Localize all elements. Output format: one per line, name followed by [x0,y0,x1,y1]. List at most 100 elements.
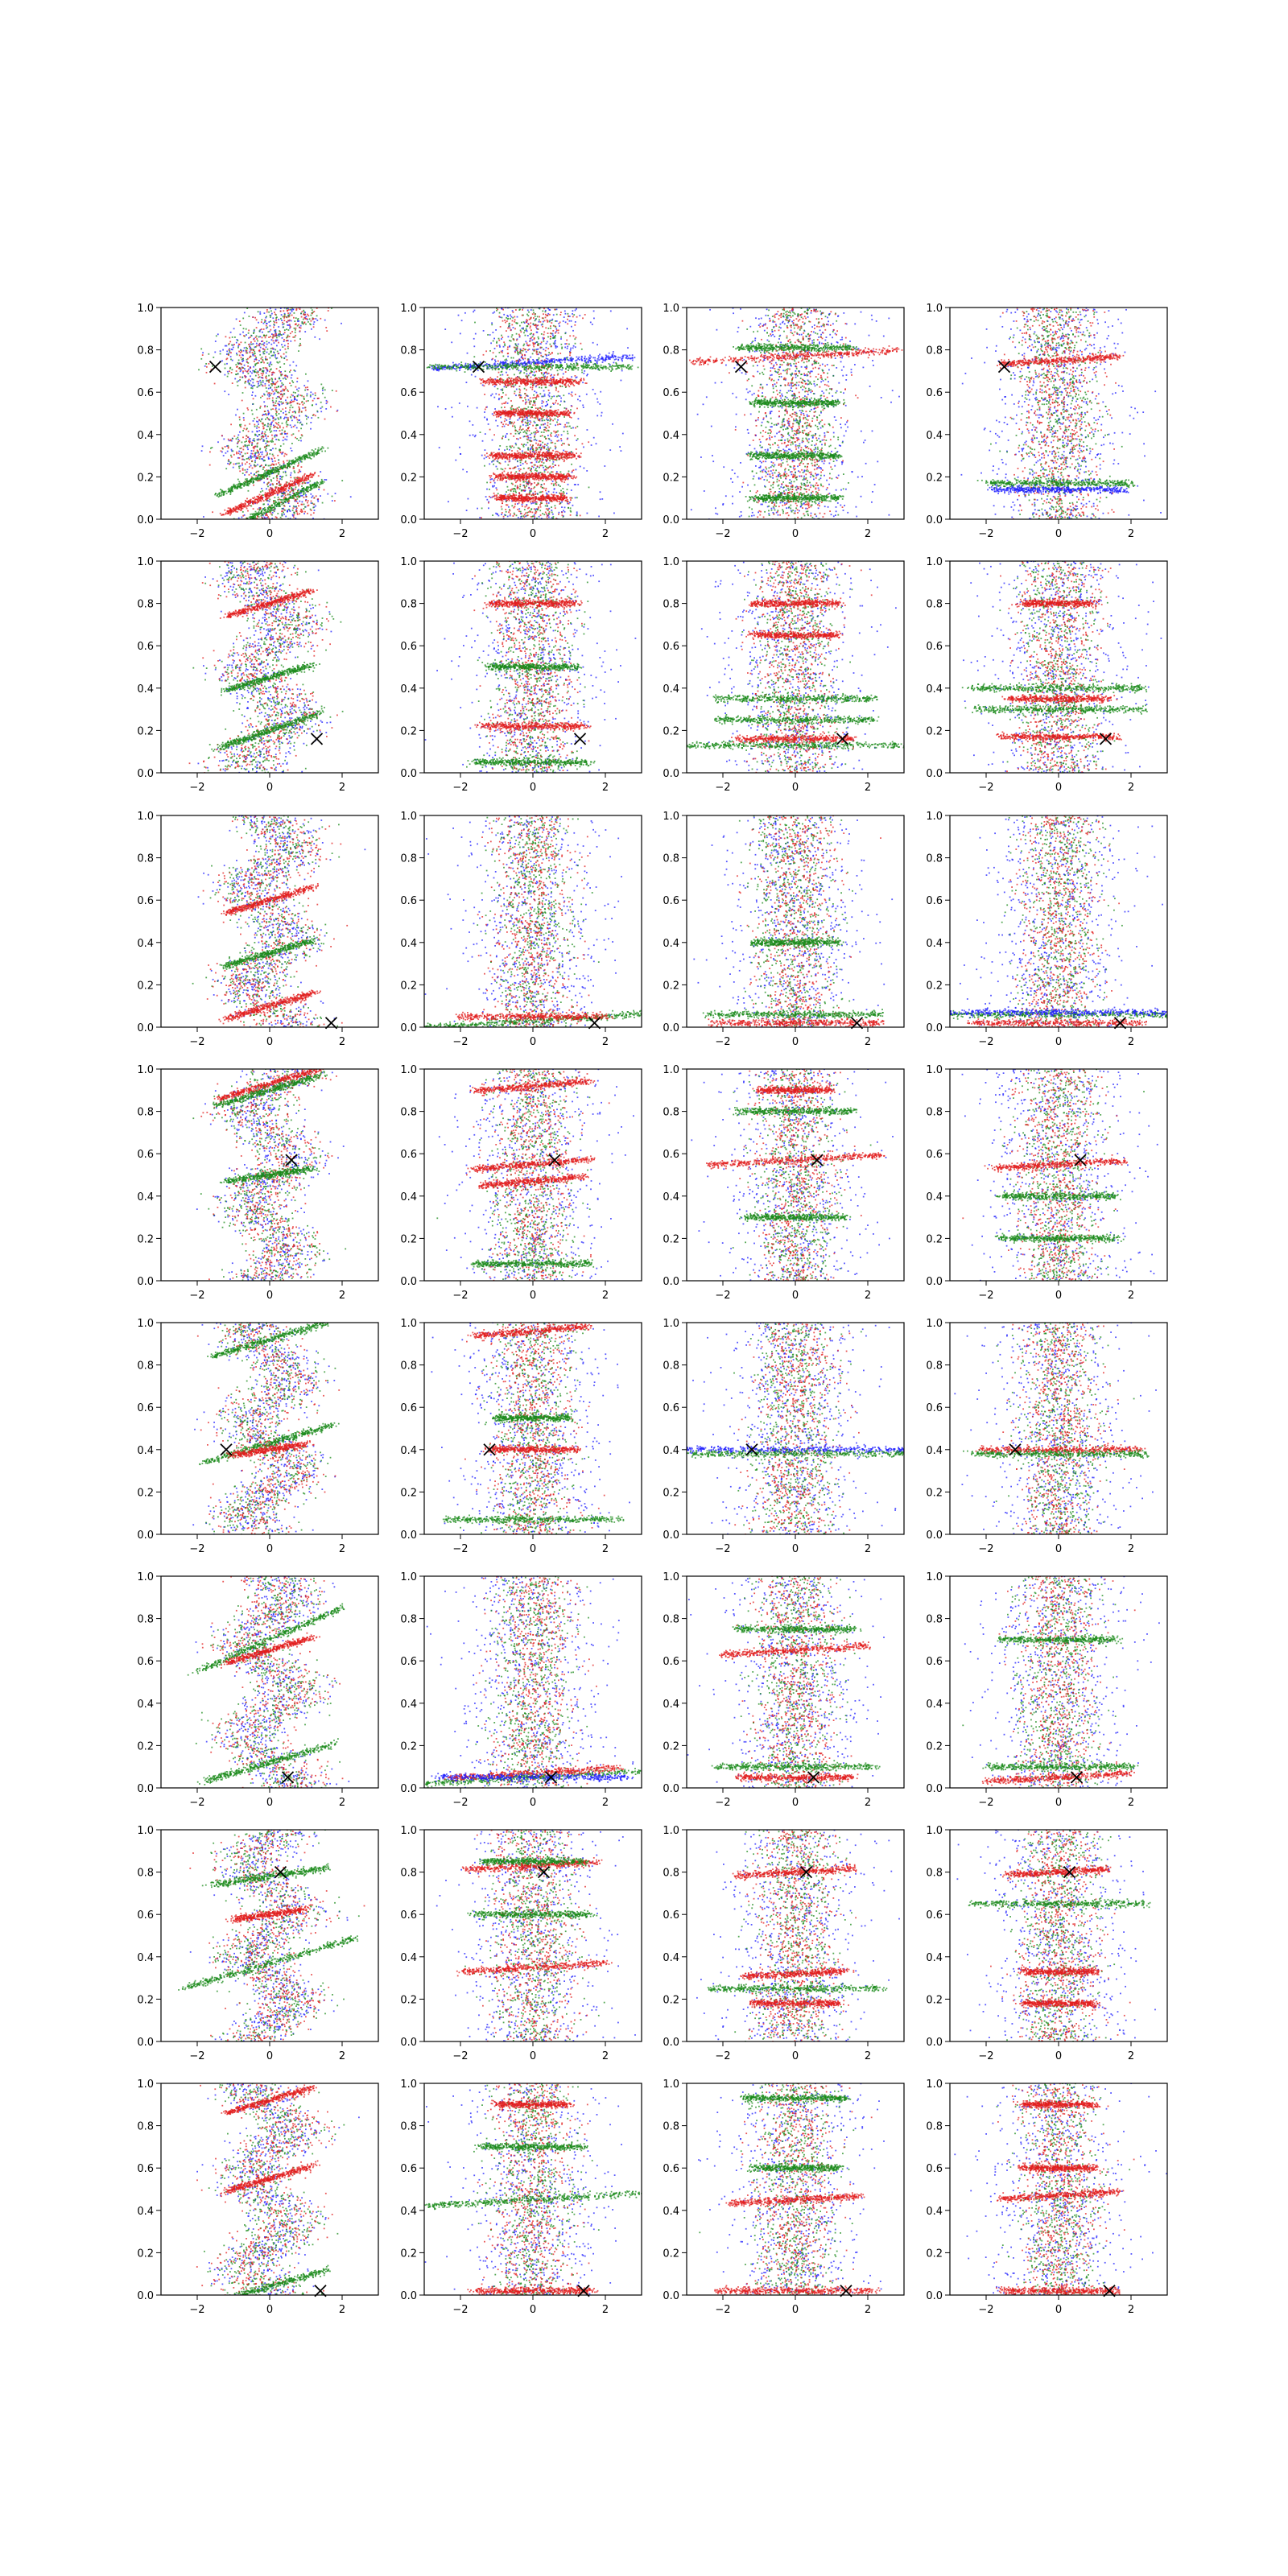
scatter-point-green [322,482,324,484]
scatter-point-green [548,328,550,329]
scatter-point-red [262,377,263,378]
scatter-point-blue [269,331,270,332]
scatter-point-green [267,331,269,332]
scatter-point-red [570,352,572,353]
scatter-point-blue [555,448,556,450]
scatter-point-green [533,400,535,402]
scatter-point-green [522,444,524,446]
scatter-point-green [533,312,535,314]
scatter-point-red [535,427,537,429]
scatter-point-red [496,489,497,491]
scatter-point-red [534,397,535,398]
scatter-point-blue [525,341,526,342]
scatter-point-green [275,436,276,438]
scatter-point-red [530,469,531,471]
scatter-point-green [281,479,283,481]
scatter-point-green [508,489,510,491]
scatter-point-green [257,480,258,481]
scatter-point-blue [252,370,254,372]
scatter-point-green [269,476,270,477]
scatter-point-blue [311,417,312,419]
scatter-point-blue [295,425,296,427]
scatter-point-red [229,370,230,372]
scatter-point-red [202,354,204,356]
scatter-point-red [284,506,286,507]
scatter-point-green [547,419,548,421]
scatter-point-red [550,332,551,334]
scatter-point-blue [572,313,573,315]
scatter-point-green [520,511,522,513]
scatter-point-red [272,398,274,399]
scatter-point-red [277,478,279,480]
scatter-point-red [526,320,528,322]
scatter-point-blue [552,514,554,515]
scatter-point-blue [293,361,295,363]
scatter-point-blue [597,344,598,345]
scatter-point-red [514,430,516,431]
scatter-point-blue [246,334,247,336]
scatter-point-blue [290,474,291,476]
scatter-point-blue [488,507,489,509]
scatter-point-green [277,351,279,353]
scatter-point-green [299,423,301,424]
scatter-point-blue [310,391,312,393]
scatter-point-green [545,386,547,388]
scatter-point-red [287,433,288,435]
scatter-point-green [536,503,538,505]
scatter-point-green [259,466,261,468]
scatter-point-red [314,473,316,474]
scatter-point-green [247,484,249,485]
scatter-point-red [247,369,249,371]
scatter-point-blue [238,380,240,382]
scatter-point-red [514,514,515,515]
scatter-point-red [262,426,264,427]
scatter-point-blue [493,312,495,313]
scatter-point-blue [266,438,267,440]
scatter-point-red [547,425,548,427]
scatter-point-red [266,455,267,456]
scatter-point-green [259,354,261,356]
scatter-point-green [499,312,501,314]
scatter-point-blue [571,376,572,378]
scatter-point-blue [593,437,595,439]
scatter-point-green [502,436,504,437]
scatter-point-blue [575,321,576,323]
scatter-point-blue [567,348,568,349]
scatter-point-green [321,448,323,450]
scatter-point-green [266,472,268,473]
scatter-point-red [282,408,283,410]
scatter-point-green [557,353,559,355]
scatter-point-green [271,364,273,365]
scatter-point-red [519,481,521,482]
scatter-point-blue [455,460,456,461]
scatter-point-blue [283,333,284,335]
scatter-point-red [290,401,291,402]
scatter-point-green [237,463,238,464]
scatter-point-green [499,445,501,447]
scatter-point-blue [488,423,489,425]
scatter-point-green [564,431,565,432]
scatter-point-blue [201,450,203,452]
scatter-point-blue [272,512,274,514]
scatter-point-red [266,325,267,327]
scatter-point-red [548,390,550,391]
scatter-point-green [268,511,270,513]
scatter-point-green [480,431,481,433]
scatter-point-green [511,505,513,506]
scatter-point-green [239,379,241,381]
scatter-point-green [542,464,543,466]
scatter-point-green [240,324,242,326]
scatter-point-blue [279,401,280,402]
scatter-point-green [550,338,551,340]
scatter-point-red [262,423,264,425]
scatter-point-red [271,435,273,436]
scatter-point-red [311,320,312,322]
scatter-point-blue [530,503,532,505]
scatter-point-red [257,417,258,419]
scatter-point-red [330,407,332,408]
scatter-point-red [530,422,531,423]
scatter-point-green [304,506,306,508]
scatter-point-red [206,372,208,374]
scatter-point-red [301,434,303,436]
scatter-point-blue [502,350,503,352]
